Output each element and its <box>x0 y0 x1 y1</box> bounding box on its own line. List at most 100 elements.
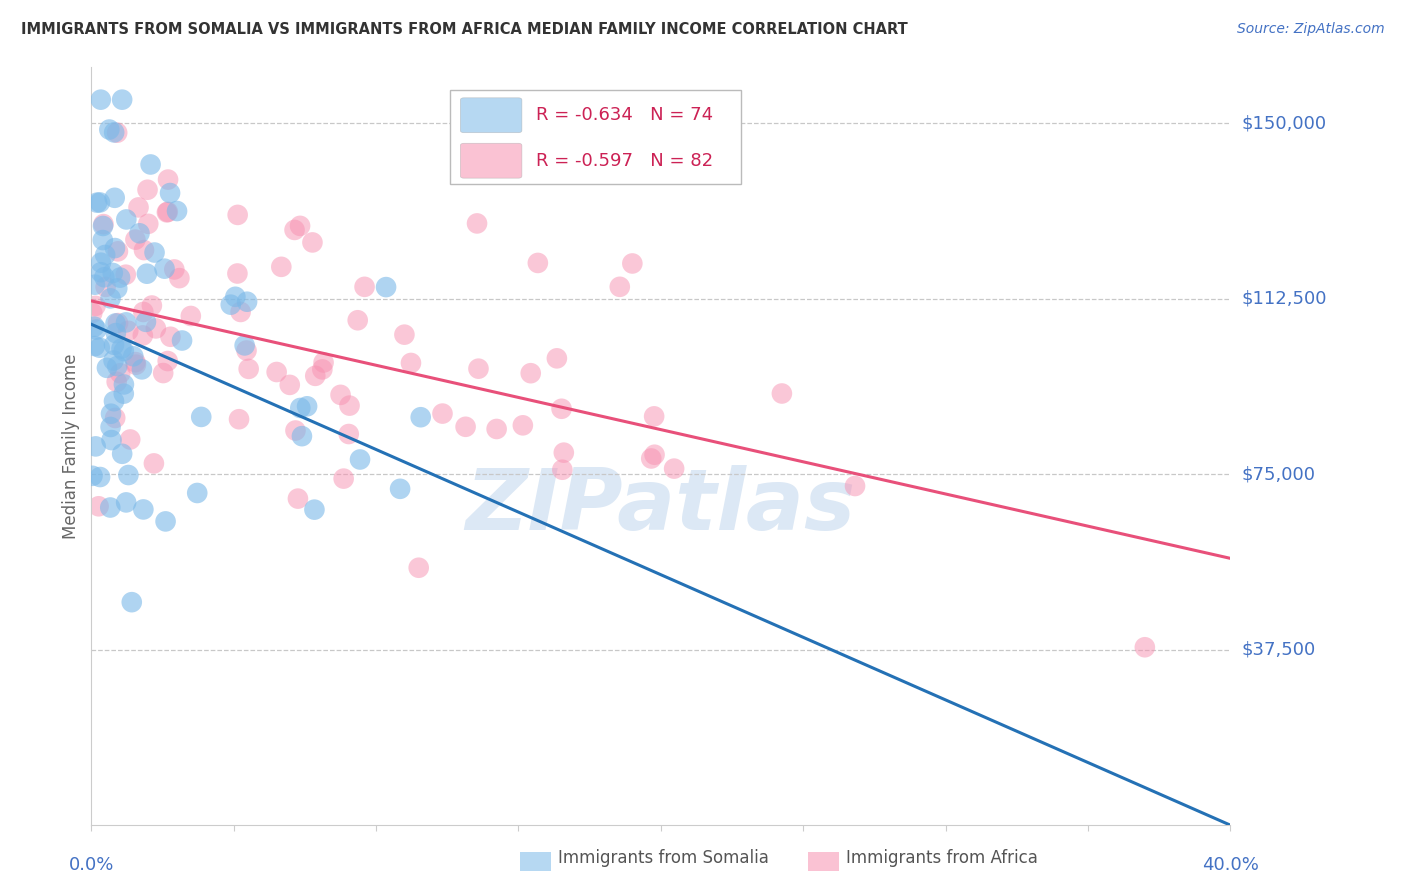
Point <box>229 305 252 319</box>
Point <box>93 217 115 231</box>
Point <box>312 355 335 369</box>
Point <box>100 433 122 447</box>
Point <box>117 468 139 483</box>
Point <box>166 204 188 219</box>
Point <box>96 360 118 375</box>
Point <box>104 241 127 255</box>
Point <box>375 280 398 294</box>
Point <box>90 265 112 279</box>
Point <box>117 324 139 338</box>
Point <box>770 386 793 401</box>
Text: 40.0%: 40.0% <box>1202 855 1258 873</box>
Point <box>304 368 326 383</box>
Point <box>83 277 105 292</box>
Text: Immigrants from Africa: Immigrants from Africa <box>846 849 1038 867</box>
Text: ZIPatlas: ZIPatlas <box>465 465 856 549</box>
Point <box>190 409 212 424</box>
Point <box>311 362 333 376</box>
Point <box>519 366 541 380</box>
Point <box>394 327 416 342</box>
Point <box>128 227 150 241</box>
Point <box>399 356 422 370</box>
Point <box>155 515 177 529</box>
Point <box>141 299 163 313</box>
Point <box>159 186 181 200</box>
Point <box>408 560 430 574</box>
Point <box>112 386 135 401</box>
Point <box>1133 640 1156 655</box>
Point <box>128 201 150 215</box>
Text: R = -0.634   N = 74: R = -0.634 N = 74 <box>536 106 713 124</box>
Point <box>87 500 110 514</box>
Point <box>553 445 575 459</box>
Point <box>111 447 134 461</box>
Point <box>301 235 323 250</box>
Point <box>156 204 179 219</box>
Point <box>135 315 157 329</box>
Point <box>467 361 489 376</box>
Point <box>153 261 176 276</box>
Point <box>339 399 361 413</box>
Point <box>114 268 136 282</box>
Point <box>132 328 155 343</box>
Point <box>104 317 127 331</box>
Text: $150,000: $150,000 <box>1241 114 1326 132</box>
Point <box>125 358 148 372</box>
Point <box>120 433 142 447</box>
Point <box>157 172 180 186</box>
Point <box>83 319 105 334</box>
Point <box>90 255 112 269</box>
Point <box>512 418 534 433</box>
Point <box>139 157 162 171</box>
Point <box>98 500 121 515</box>
Point <box>546 351 568 366</box>
Point <box>91 233 114 247</box>
Point <box>112 343 135 358</box>
Point <box>226 267 249 281</box>
Point <box>105 359 128 373</box>
Point <box>284 424 307 438</box>
Point <box>94 280 117 294</box>
FancyBboxPatch shape <box>460 98 522 133</box>
Point <box>226 208 249 222</box>
Point <box>145 321 167 335</box>
Text: $37,500: $37,500 <box>1241 640 1316 658</box>
Point <box>233 338 256 352</box>
Point <box>409 410 432 425</box>
Point <box>89 195 111 210</box>
Point <box>283 223 305 237</box>
Text: Source: ZipAtlas.com: Source: ZipAtlas.com <box>1237 22 1385 37</box>
Point <box>485 422 508 436</box>
Point <box>115 495 138 509</box>
Point <box>152 366 174 380</box>
Point <box>180 309 202 323</box>
Point <box>108 270 131 285</box>
Point <box>170 334 193 348</box>
Point <box>132 502 155 516</box>
Point <box>156 354 179 368</box>
FancyBboxPatch shape <box>450 89 741 185</box>
Point <box>142 457 165 471</box>
Text: 0.0%: 0.0% <box>69 855 114 873</box>
Y-axis label: Median Family Income: Median Family Income <box>62 353 80 539</box>
Point <box>84 299 107 313</box>
Point <box>104 411 127 425</box>
Point <box>163 262 186 277</box>
Point <box>527 256 550 270</box>
Point <box>329 388 352 402</box>
Point <box>83 339 105 353</box>
Point <box>124 355 146 369</box>
Point <box>90 93 112 107</box>
Point <box>105 126 128 140</box>
Point <box>349 452 371 467</box>
Point <box>93 270 115 285</box>
FancyBboxPatch shape <box>460 144 522 178</box>
Point <box>454 419 477 434</box>
Point <box>135 267 157 281</box>
Point <box>89 341 111 355</box>
Point <box>228 412 250 426</box>
Point <box>159 330 181 344</box>
Point <box>104 191 127 205</box>
Point <box>131 362 153 376</box>
Point <box>103 125 125 139</box>
